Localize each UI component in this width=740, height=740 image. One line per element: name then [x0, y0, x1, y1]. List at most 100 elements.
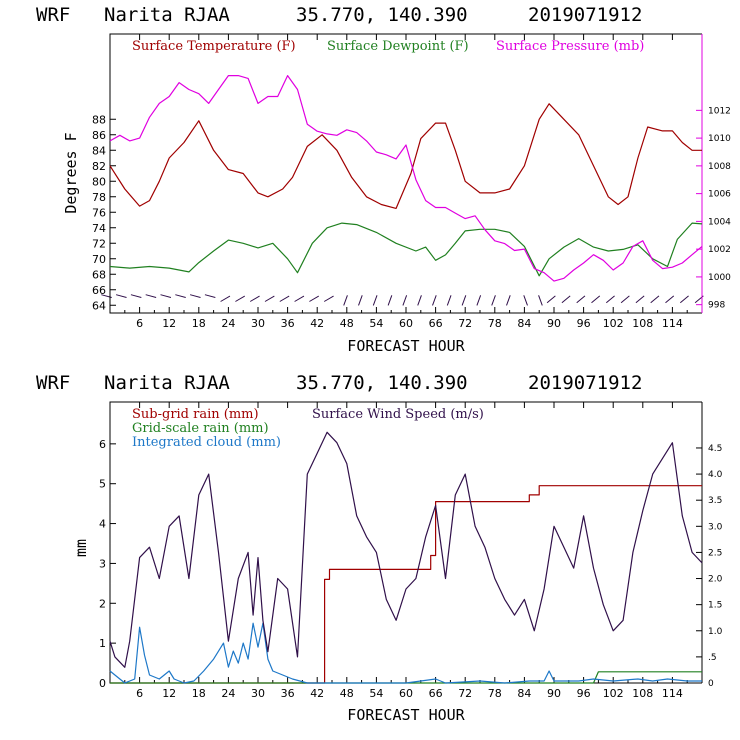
y2-tick-label: 4.0: [708, 470, 723, 480]
subgrid-rain-line: [110, 485, 702, 684]
wind-barb: [576, 295, 586, 304]
wind-barb: [620, 295, 630, 304]
wind-barbs: [101, 294, 704, 306]
y-tick-label: 86: [92, 129, 106, 142]
x-tick-label: 36: [281, 687, 295, 700]
panel1-header-station: Narita RJAA: [104, 4, 230, 26]
x-tick-label: 42: [310, 317, 324, 330]
y-tick-label: 64: [92, 299, 106, 312]
legend-surface-pressure: Surface Pressure (mb): [496, 39, 644, 54]
y-tick-label: 74: [92, 222, 106, 235]
panel2-y-axis-label: mm: [72, 539, 90, 557]
wind-barb: [491, 295, 496, 306]
wind-barb: [446, 295, 452, 306]
y-tick-label: 68: [92, 268, 106, 281]
y2-tick-label: 1004: [708, 217, 731, 227]
legend-surface-temperature: Surface Temperature (F): [132, 39, 296, 54]
y-tick-label: 80: [92, 175, 106, 188]
y2-tick-label: 1006: [708, 190, 731, 200]
x-tick-label: 6: [136, 687, 143, 700]
x-tick-label: 42: [310, 687, 324, 700]
panel1-header-model: WRF: [36, 4, 70, 26]
y2-tick-label: 3.5: [708, 496, 722, 506]
wind-barb: [204, 294, 216, 298]
wind-barb: [309, 295, 320, 302]
x-tick-label: 108: [632, 687, 653, 700]
y-tick-label: 76: [92, 206, 106, 219]
wind-barb: [679, 295, 689, 304]
wind-barb: [323, 295, 334, 302]
wind-barb: [115, 294, 127, 298]
panel2-header-coords: 35.770, 140.390: [296, 372, 468, 394]
wind-barb: [175, 294, 186, 298]
x-tick-label: 78: [488, 317, 502, 330]
x-tick-label: 6: [136, 317, 143, 330]
y-tick-label: 72: [92, 237, 106, 250]
wind-barb: [279, 295, 290, 302]
x-tick-label: 66: [429, 687, 443, 700]
y-tick-label: 66: [92, 284, 106, 297]
y2-tick-label: 2.0: [708, 575, 723, 585]
x-tick-label: 114: [662, 317, 683, 330]
wind-barb: [506, 295, 511, 306]
wind-barb: [665, 295, 675, 304]
x-tick-label: 72: [458, 687, 472, 700]
wind-barb: [417, 295, 422, 306]
y-tick-label: 70: [92, 253, 106, 266]
wind-barb: [461, 295, 467, 306]
wind-barb: [343, 295, 348, 306]
y-tick-label: 84: [92, 144, 106, 157]
x-tick-label: 18: [192, 687, 206, 700]
x-tick-label: 24: [221, 687, 235, 700]
wind-speed-line: [109, 431, 703, 668]
panel1-header-init: 2019071912: [528, 4, 642, 26]
x-tick-label: 114: [662, 687, 683, 700]
x-tick-label: 54: [369, 687, 383, 700]
wind-barb: [561, 295, 571, 304]
x-tick-label: 84: [517, 317, 531, 330]
x-tick-label: 30: [251, 687, 265, 700]
y-tick-label: 5: [99, 478, 106, 491]
panel2-header-model: WRF: [36, 372, 70, 394]
wind-barb: [546, 295, 556, 304]
temperature-line: [109, 103, 702, 209]
wind-barb: [130, 294, 142, 298]
wind-barb: [402, 295, 408, 306]
y-tick-label: 88: [92, 113, 106, 126]
x-tick-label: 108: [632, 317, 653, 330]
wind-barb: [358, 295, 363, 306]
x-tick-label: 96: [577, 687, 591, 700]
wind-barb: [264, 295, 275, 302]
panel2-x-axis-label: FORECAST HOUR: [347, 706, 465, 724]
y-tick-label: 78: [92, 191, 106, 204]
x-tick-label: 30: [251, 317, 265, 330]
x-tick-label: 90: [547, 317, 561, 330]
legend-surface-dewpoint: Surface Dewpoint (F): [327, 39, 469, 54]
y-tick-label: 3: [99, 557, 106, 570]
panel1-header-coords: 35.770, 140.390: [296, 4, 468, 26]
y2-tick-label: 1002: [708, 245, 731, 255]
panel2-header-station: Narita RJAA: [104, 372, 230, 394]
x-tick-label: 48: [340, 687, 354, 700]
y2-tick-label: 0: [708, 679, 714, 689]
x-tick-label: 12: [162, 317, 176, 330]
legend-integrated-cloud: Integrated cloud (mm): [132, 435, 281, 450]
y2-tick-label: 1.5: [708, 601, 722, 611]
x-tick-label: 72: [458, 317, 472, 330]
y2-tick-label: 2.5: [708, 548, 722, 558]
y-tick-label: 1: [99, 637, 106, 650]
wind-barb: [538, 295, 543, 306]
y-tick-label: 6: [99, 438, 106, 451]
dewpoint-line: [109, 222, 703, 277]
y2-tick-label: 1.0: [708, 627, 723, 637]
wind-barb: [160, 294, 172, 298]
y-tick-label: 4: [99, 518, 106, 531]
y-tick-label: 82: [92, 160, 106, 173]
wind-barb: [220, 295, 231, 302]
x-tick-label: 12: [162, 687, 176, 700]
wind-barb: [294, 295, 305, 302]
wind-barb: [372, 295, 378, 306]
x-tick-label: 18: [192, 317, 206, 330]
legend-gridscale-rain: Grid-scale rain (mm): [132, 421, 269, 436]
y2-tick-label: 1008: [708, 162, 731, 172]
